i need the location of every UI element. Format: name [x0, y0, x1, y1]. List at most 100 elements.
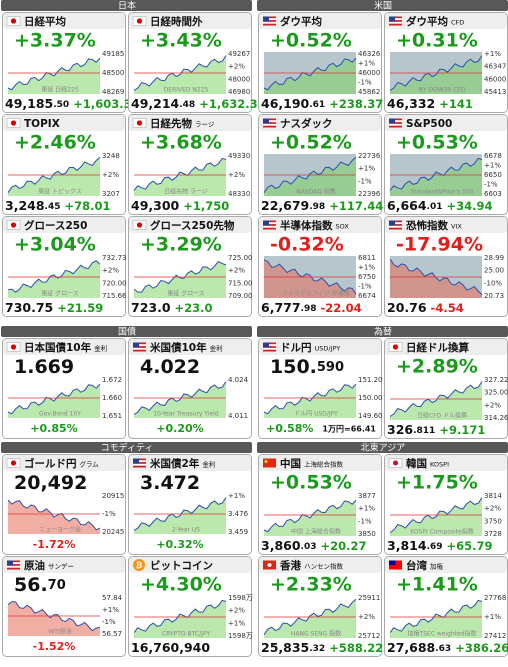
tile[interactable]: ダウ平均 46326 +1%46000 -1%45862 +0.52% 46,190.61…	[258, 12, 384, 113]
flag-part	[263, 227, 276, 230]
price-main: 16,760,940	[131, 640, 210, 655]
tile-title: グロース250	[24, 219, 87, 232]
chart-line	[263, 383, 357, 415]
flag-part	[133, 460, 146, 463]
tile[interactable]: 米国債10年 金利 10-Year Treasury Yield 4.024 4.011…	[128, 338, 252, 439]
price-change: +386.26	[455, 641, 508, 655]
tile-title-bar	[385, 339, 507, 355]
tick-label: 732.73	[102, 254, 127, 262]
tile-title-bar	[385, 115, 507, 131]
flag-part	[389, 21, 402, 24]
change-percent: +3.29%	[140, 234, 222, 256]
tick-label: 49330	[228, 152, 250, 160]
tick-label: 149.60	[358, 412, 383, 420]
tile[interactable]: 日本国債10年 金利 Gov.Bond 10Y 1.672 1.660 1.651 1.66…	[2, 338, 126, 439]
tick-label: +1%	[228, 492, 245, 500]
tick-label: 46000	[358, 69, 380, 77]
tick-label: +1%	[484, 162, 501, 170]
flag-part	[133, 342, 139, 348]
tick-label: 6750	[358, 273, 376, 281]
watermark: NY DOW30 CFD	[418, 87, 466, 94]
tile[interactable]: 米国債2年 金利 2-Year US +1% 3.476 3.459 3.472 +0.32%	[128, 454, 252, 555]
level-change: +0.58%	[266, 422, 313, 435]
flag-part	[133, 458, 146, 461]
tile-title-bar	[259, 339, 381, 355]
flag-part: ₿	[136, 561, 143, 570]
change-percent: +4.30%	[140, 574, 222, 596]
flag-part	[267, 563, 272, 567]
tick-label: 6811	[358, 254, 376, 262]
price-main: 49,300	[131, 198, 180, 213]
price-change: +9.171	[439, 423, 485, 437]
tile[interactable]: ドル円 USD/JPY ドル円 USD/JPY 151.20 150.00 149.60 1…	[258, 338, 383, 439]
tick-label: 20245	[102, 528, 124, 536]
flag-part	[389, 224, 402, 226]
flag-part	[263, 21, 276, 24]
tick-label: 3207	[102, 190, 120, 198]
price: 27,688.63 +386.26	[387, 640, 508, 655]
tile[interactable]: 日経時間外 DERIVED N225 49267 +2% 48000 46980 +3.43…	[128, 12, 266, 113]
watermark: DERIVED N225	[164, 87, 209, 94]
price-main: 3,248	[5, 198, 45, 213]
tile[interactable]: 半導体指数 SOX フィラデルフィア 半導体 6811 +1%6750 -1%6674 -0…	[258, 216, 382, 317]
price-change: +588.22	[329, 641, 383, 655]
change-percent: -0.32%	[270, 234, 344, 256]
flag-part	[389, 220, 402, 223]
tile-title: 日経平均	[24, 15, 66, 28]
tile[interactable]: ダウ平均 CFD NY DOW30 CFD +1% 46347 46000 45413 +0.…	[384, 12, 508, 113]
tile[interactable]: 香港 ハンセン指数 HANG SENG 指数 25911 +2% 25712 +2.33% 2…	[258, 556, 384, 657]
flag-part	[263, 23, 276, 26]
flag-part	[133, 342, 146, 345]
tile-title: 日経ドル換算	[406, 341, 469, 354]
price: 49,185.50 +1,603.35	[5, 96, 140, 111]
tick-label: +1%	[228, 619, 245, 627]
tile-title: ナスダック	[280, 117, 333, 130]
watermark: KOSPI Composite指数	[410, 528, 473, 536]
flag-part	[389, 222, 402, 225]
flag-part	[389, 120, 402, 123]
tick-label: 45413	[484, 88, 506, 96]
level-decimal: 590	[317, 360, 344, 375]
tick-label: -10%	[484, 279, 502, 287]
price: 6,664.01 +34.94	[387, 198, 493, 213]
chart-line	[133, 497, 227, 531]
tile[interactable]: ナスダック NASDAQ 指数 22736 +1% -1% 22396 +0.52% 22,6…	[258, 114, 384, 215]
tile-subtitle: サンデー	[48, 562, 74, 571]
watermark: 加権TSEC weighted指数	[407, 630, 476, 638]
tick-label: 1.651	[102, 412, 122, 420]
tick-label: 3.459	[228, 528, 248, 536]
tick-label: 1598万	[228, 594, 253, 602]
chart-fill	[8, 157, 100, 196]
price: 3,814.69 +65.79	[387, 538, 493, 553]
watermark: ニューヨーク金	[39, 526, 81, 534]
chart-line	[133, 260, 227, 293]
chart-fill	[390, 600, 482, 638]
tick-label: +1%	[484, 50, 501, 58]
tile[interactable]: TOPIX 東証 トピックス 3248 +2% 3207 +2.46% 3,248.45 +7…	[2, 114, 126, 215]
tile[interactable]: 恐怖指数 VIX 28.99 25.00 -10% 20.73 -17.94% 20.76 -4…	[384, 216, 508, 317]
tile-title-bar	[259, 557, 381, 573]
price-main: 326	[387, 422, 413, 437]
chart-line	[389, 381, 483, 417]
tick-label: 151.20	[358, 376, 383, 384]
price-decimal: .69	[427, 542, 443, 552]
tile[interactable]: ₿ ビットコイン CRYPTO BTC/JPY 1598万 +2% +1% 1598万 +4.…	[128, 556, 253, 657]
tile[interactable]: グロース250 東証 グロース 732.73 +2% 720.00 715.66 +3.04…	[2, 216, 128, 317]
tile[interactable]: 原油 サンデー WTI原油 57.84 +1% -1% 56.57 56.70 -1.52%	[2, 556, 126, 657]
price-decimal: .61	[309, 100, 325, 110]
section-title: コモディティ	[101, 442, 154, 454]
flag-part	[263, 225, 276, 228]
level-change: +0.20%	[156, 422, 203, 435]
flag-part	[136, 222, 143, 228]
flag-part	[263, 18, 276, 21]
flag-part	[389, 118, 402, 121]
